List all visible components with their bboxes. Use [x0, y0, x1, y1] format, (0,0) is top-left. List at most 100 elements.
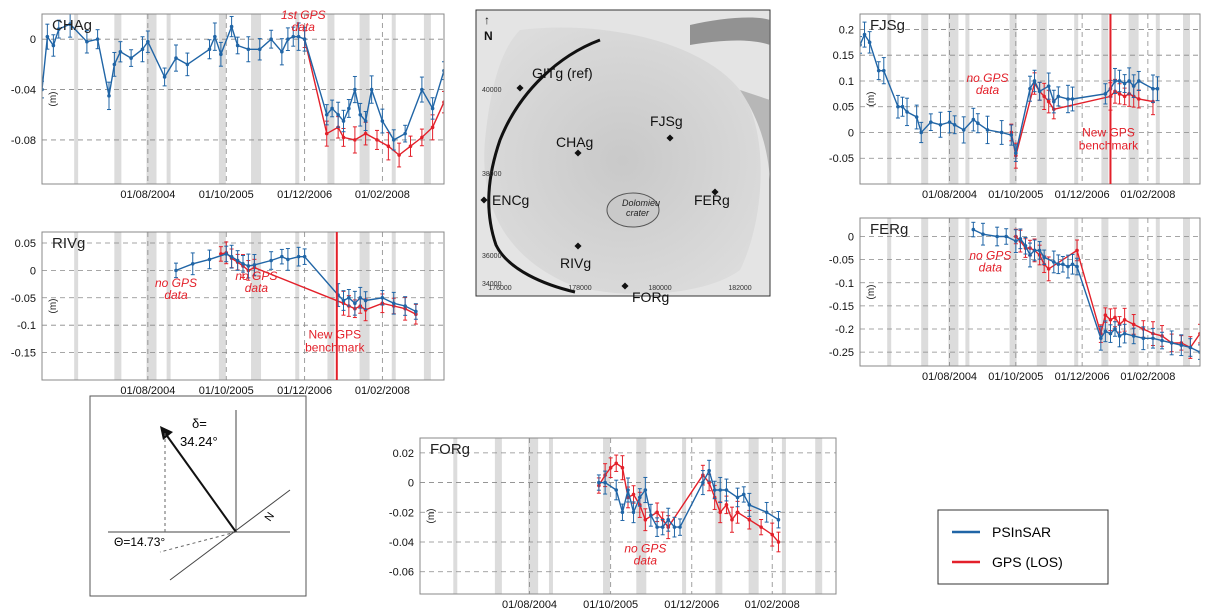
rivg-plot-area — [42, 232, 444, 380]
ferg-psinsar-point — [1004, 234, 1008, 239]
rivg-ytick-label: -0.1 — [17, 320, 36, 332]
forg-title: FORg — [430, 441, 470, 458]
fjsg-benchmark-label2: benchmark — [1079, 138, 1139, 152]
chag-psinsar-point — [430, 106, 435, 111]
fjsg-psinsar-point — [905, 110, 909, 114]
ferg-band — [887, 218, 892, 366]
forg-psinsar-point — [620, 510, 625, 515]
forg-gps-point — [608, 465, 613, 470]
fjsg-psinsar-point — [867, 40, 872, 45]
rivg-ytick-label: -0.05 — [11, 293, 36, 305]
forg-psinsar-point — [712, 488, 717, 492]
ferg-ytick-label: -0.2 — [835, 324, 854, 336]
chag-psinsar-point — [213, 34, 217, 39]
rivg-xtick-label: 01/12/2006 — [277, 385, 332, 397]
chag-psinsar-point — [51, 43, 56, 48]
rivg-xtick-label: 01/08/2004 — [120, 385, 175, 397]
map-y-tick-label: 34000 — [482, 281, 502, 288]
fjsg-band — [887, 14, 892, 184]
rivg-psinsar-point — [246, 264, 251, 268]
rivg-psinsar-point — [286, 257, 290, 262]
chag-gps-point — [353, 138, 357, 142]
chag-psinsar-point — [229, 24, 234, 29]
rivg-benchmark-label2: benchmark — [305, 341, 365, 355]
ferg-xtick-label: 01/02/2008 — [1120, 371, 1175, 383]
fjsg-psinsar-point — [1113, 79, 1117, 83]
ferg-psinsar-point — [1179, 343, 1184, 347]
geometry-inset: δ= 34.24° Θ=14.73° N — [89, 395, 307, 597]
ferg-band — [1128, 218, 1139, 366]
rivg-psinsar-point — [229, 254, 234, 259]
ferg-psinsar-point — [1169, 341, 1174, 345]
forg-psinsar-point — [649, 513, 653, 518]
inset-los-vector — [164, 432, 237, 533]
fjsg-band — [965, 14, 970, 184]
fjsg-band — [1036, 14, 1047, 184]
rivg-xtick-label: 01/02/2008 — [355, 385, 410, 397]
fjsg-psinsar-point — [999, 130, 1004, 135]
chag-psinsar-point — [112, 62, 117, 67]
fjsg-xtick-label: 01/02/2008 — [1120, 189, 1175, 201]
chag-psinsar-point — [358, 112, 363, 117]
forg-psinsar-point — [631, 510, 636, 515]
fjsg-psinsar-point — [952, 122, 957, 127]
ferg-gps-point — [1103, 313, 1108, 317]
forg-band — [815, 438, 823, 594]
rivg-band — [114, 232, 122, 380]
fjsg-psinsar-point — [1014, 151, 1018, 155]
forg-plot-area — [420, 438, 836, 594]
chag-psinsar-point — [391, 138, 396, 142]
fjsg-psinsar-point — [1028, 86, 1032, 91]
rivg-annotation-line2: data — [245, 281, 269, 295]
map-north-arrow: ↑ — [484, 13, 490, 27]
map-station-label: RIVg — [560, 255, 591, 271]
map-station-label: FORg — [632, 289, 669, 305]
forg-psinsar-point — [707, 468, 711, 473]
chag-title: CHAg — [52, 17, 92, 34]
ferg-psinsar-point — [1075, 264, 1079, 269]
chag-band — [166, 14, 171, 184]
chag-psinsar-point — [85, 39, 89, 44]
ferg-ytick-label: 0 — [848, 232, 854, 244]
fjsg-psinsar-point — [919, 130, 923, 135]
rivg-annotation: no GPS — [235, 269, 277, 283]
map-station-marker — [574, 149, 582, 157]
chart-forg: 0.02 0 -0.02 -0.04 -0.06 01/08/2004 01/10/2005… — [389, 437, 837, 608]
rivg-title: RIVg — [52, 235, 85, 252]
forg-psinsar-point — [776, 517, 781, 522]
fjsg-psinsar-point — [961, 128, 966, 132]
ferg-psinsar-point — [1052, 260, 1056, 264]
rivg-psinsar-point — [302, 254, 307, 259]
chag-psinsar-point — [291, 34, 296, 39]
fjsg-psinsar-point — [1009, 133, 1014, 137]
chag-psinsar-point — [246, 47, 251, 52]
rivg-psinsar-point — [391, 301, 396, 306]
forg-psinsar-point — [718, 488, 723, 492]
ferg-psinsar-point — [1108, 331, 1113, 336]
ferg-psinsar-point — [1014, 239, 1018, 243]
rivg-band — [74, 232, 79, 380]
forg-psinsar-point — [603, 480, 607, 485]
chag-psinsar-point — [174, 56, 178, 60]
ferg-gps-point — [1122, 317, 1127, 322]
chag-psinsar-point — [324, 112, 329, 117]
chag-psinsar-point — [235, 43, 240, 48]
chart-chag: 0 -0.04 -0.08 01/08/2004 01/10/2005 01/12/200… — [11, 8, 445, 201]
ferg-band — [965, 218, 970, 366]
forg-gps-point — [776, 540, 781, 544]
rivg-psinsar-point — [235, 258, 240, 263]
forg-band — [453, 438, 458, 594]
chag-xtick-label: 01/02/2008 — [355, 189, 410, 201]
map-station-marker — [480, 196, 488, 204]
fjsg-psinsar-point — [938, 122, 943, 127]
map-slope-shadow — [740, 90, 770, 180]
chag-band — [114, 14, 122, 184]
ferg-gps-point — [1046, 267, 1051, 271]
map-x-tick-label: 176000 — [488, 285, 511, 292]
forg-psinsar-point — [672, 525, 677, 529]
ferg-psinsar-point — [971, 227, 976, 232]
ferg-xtick-label: 01/08/2004 — [922, 371, 977, 383]
chag-psinsar-point — [207, 47, 212, 52]
legend: PSInSAR GPS (LOS) — [937, 509, 1109, 585]
forg-frame — [419, 437, 837, 595]
